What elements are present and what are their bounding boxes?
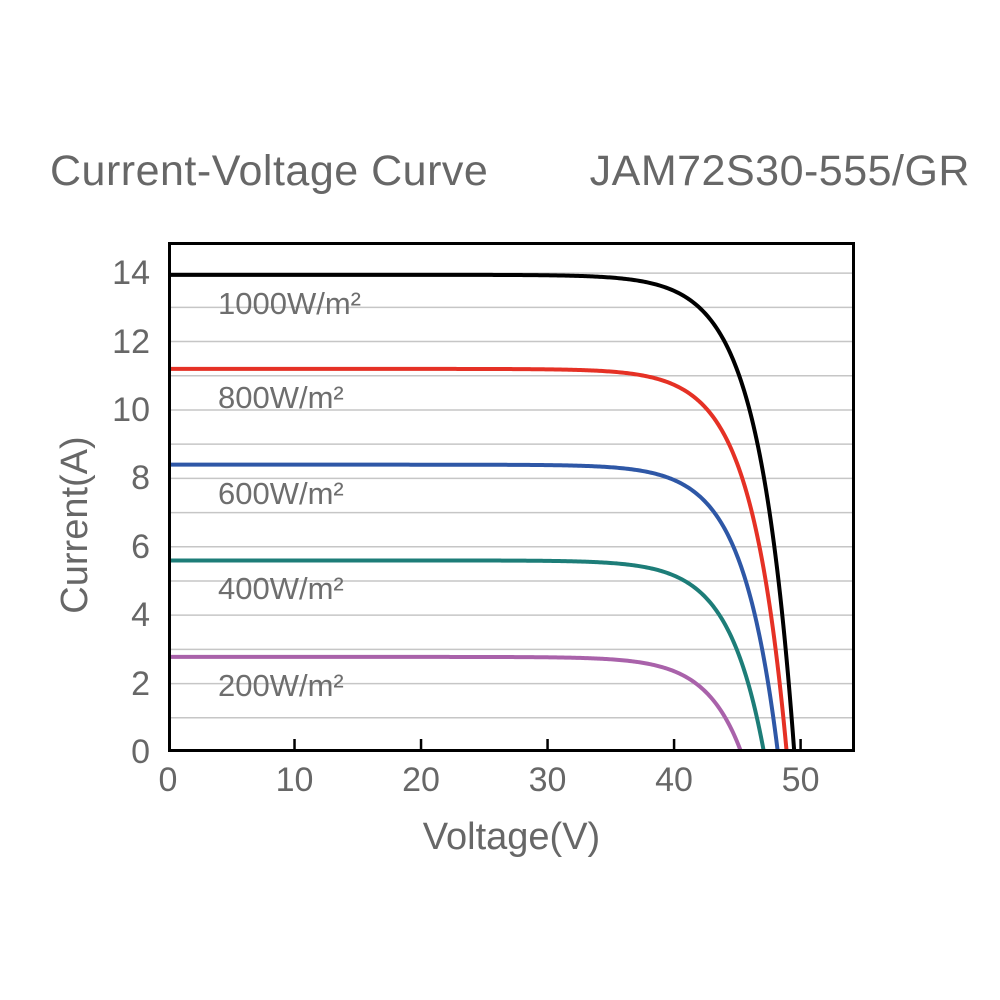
iv-curve-600Wm — [168, 462, 780, 752]
curve-label-600Wm: 600W/m² — [218, 475, 344, 511]
x-tick-label-30: 30 — [528, 761, 567, 799]
y-tick-label-0: 0 — [131, 733, 150, 771]
chart-title-main: Current-Voltage Curve — [50, 146, 489, 195]
y-tick-label-14: 14 — [112, 254, 150, 293]
iv-curve-800Wm — [168, 366, 789, 752]
x-tick-label-0: 0 — [158, 761, 178, 799]
x-tick-label-50: 50 — [781, 761, 820, 799]
x-tick-label-10: 10 — [275, 761, 314, 799]
curve-label-1000Wm: 1000W/m² — [218, 285, 361, 321]
y-tick-label-8: 8 — [131, 459, 150, 498]
curve-label-400Wm: 400W/m² — [218, 571, 344, 607]
iv-curve-400Wm — [168, 558, 766, 752]
plot-area — [168, 242, 855, 752]
iv-curve-200Wm — [168, 654, 744, 752]
curve-label-200Wm: 200W/m² — [218, 667, 344, 703]
y-tick-label-12: 12 — [112, 322, 150, 361]
curve-label-800Wm: 800W/m² — [218, 379, 344, 415]
chart-title: Current-Voltage Curve JAM72S30-555/GR — [50, 146, 970, 196]
y-tick-label-4: 4 — [131, 596, 150, 635]
x-tick-label-40: 40 — [655, 761, 693, 799]
iv-curves-plot — [168, 242, 855, 752]
y-tick-label-10: 10 — [112, 390, 150, 429]
chart-title-model: JAM72S30-555/GR — [589, 146, 970, 195]
y-tick-label-6: 6 — [131, 527, 150, 566]
x-tick-label-20: 20 — [402, 761, 440, 799]
x-axis-title: Voltage(V) — [422, 816, 601, 858]
plot-border — [168, 242, 855, 752]
y-tick-label-2: 2 — [131, 664, 150, 703]
iv-curve-1000Wm — [168, 272, 797, 752]
